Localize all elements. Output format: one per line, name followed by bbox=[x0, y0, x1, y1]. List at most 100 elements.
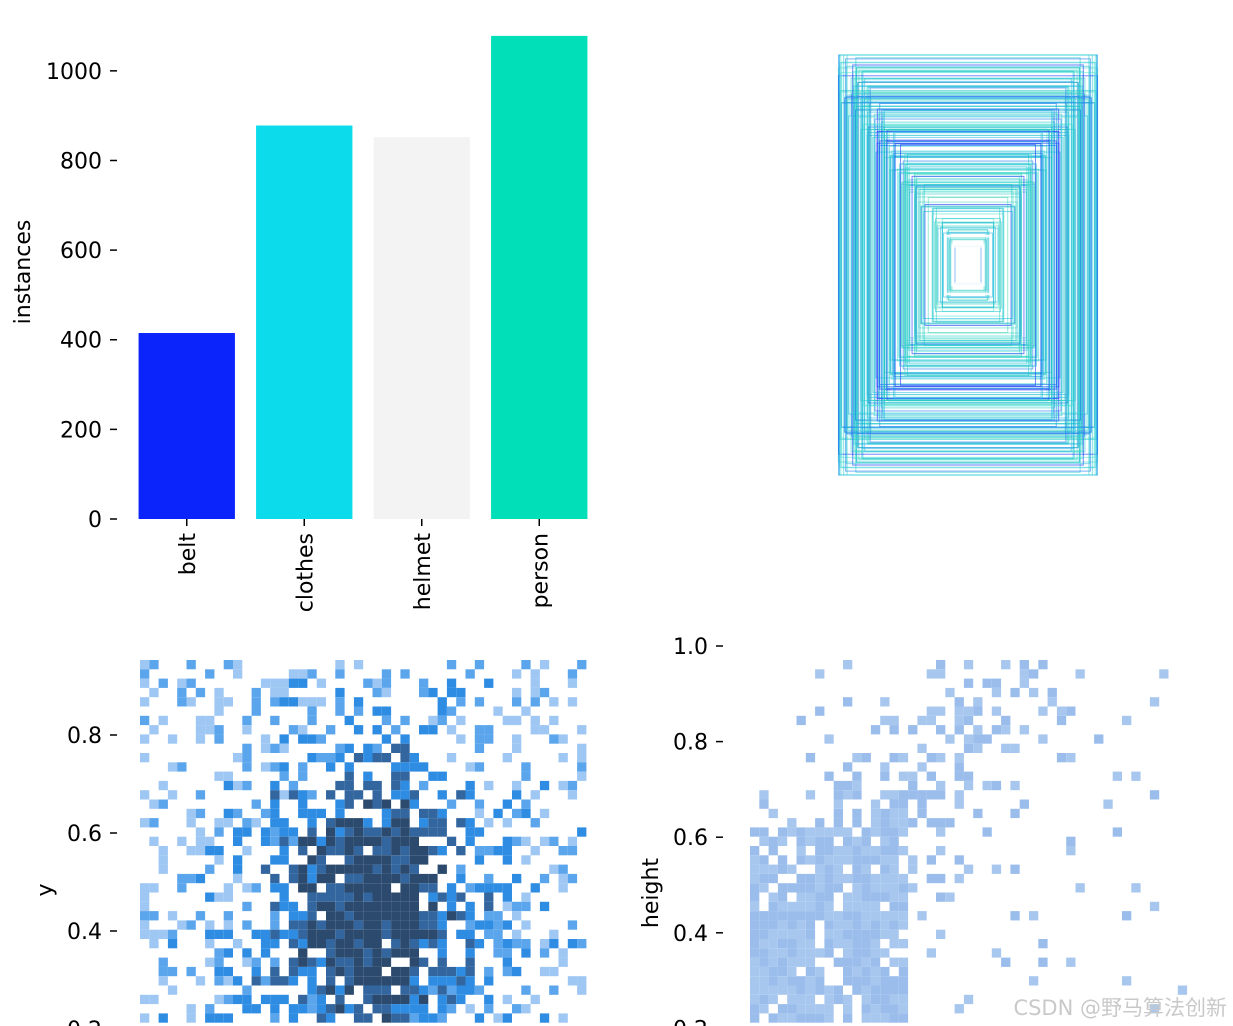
heat-cell bbox=[963, 743, 974, 753]
box-outline bbox=[886, 130, 1050, 400]
heat-cell bbox=[833, 911, 843, 921]
y-axis-label: height bbox=[639, 858, 664, 928]
heat-cell bbox=[205, 1004, 215, 1014]
heat-cell bbox=[833, 985, 843, 995]
heat-cell bbox=[539, 873, 550, 884]
box-outline bbox=[923, 211, 1013, 319]
heat-cell bbox=[889, 808, 899, 819]
heat-cell bbox=[852, 966, 862, 977]
heat-cell bbox=[549, 836, 559, 846]
heat-cell bbox=[353, 818, 364, 828]
heat-cell bbox=[372, 790, 382, 800]
box-outline bbox=[916, 181, 1020, 349]
heat-cell bbox=[326, 948, 336, 958]
heat-cell bbox=[363, 966, 373, 977]
heat-cell bbox=[1131, 883, 1141, 893]
heat-cell bbox=[521, 1004, 531, 1014]
heat-cell bbox=[787, 920, 797, 930]
heat-cell bbox=[926, 873, 936, 884]
heat-cell bbox=[936, 846, 946, 856]
heat-cell bbox=[1122, 976, 1132, 986]
heat-cell bbox=[824, 948, 834, 958]
heat-cell bbox=[530, 697, 540, 707]
box-outline bbox=[914, 174, 1022, 356]
heat-cell bbox=[852, 939, 862, 949]
heat-cell bbox=[270, 799, 280, 809]
heat-cell bbox=[898, 818, 909, 828]
heat-cell bbox=[409, 901, 419, 912]
heat-cell bbox=[768, 976, 778, 986]
heat-cell bbox=[512, 939, 522, 949]
heat-cell bbox=[567, 790, 578, 800]
heat-cell bbox=[353, 976, 364, 986]
heat-cell bbox=[796, 836, 806, 846]
heat-cell bbox=[493, 1013, 503, 1023]
heat-cell bbox=[288, 669, 299, 679]
box-outline bbox=[961, 256, 975, 274]
heat-cell bbox=[167, 939, 178, 949]
box-outline bbox=[892, 130, 1044, 400]
heat-cell bbox=[954, 715, 964, 726]
heat-cell bbox=[787, 911, 797, 921]
heat-cell bbox=[214, 976, 224, 986]
heat-cell bbox=[186, 818, 196, 828]
heat-cell bbox=[1010, 864, 1020, 874]
box-outline bbox=[872, 136, 1064, 394]
heat-cell bbox=[186, 697, 196, 707]
heat-cell bbox=[777, 855, 788, 865]
heat-cell bbox=[167, 790, 178, 800]
heat-cell bbox=[852, 836, 862, 846]
heat-cell bbox=[288, 790, 299, 800]
y-tick-label: 0 bbox=[88, 508, 102, 533]
heat-cell bbox=[549, 715, 559, 726]
heat-cell bbox=[409, 1004, 419, 1014]
heat-cell bbox=[1029, 669, 1039, 679]
heat-cell bbox=[768, 957, 778, 967]
heat-cell bbox=[419, 920, 429, 930]
heat-cell bbox=[400, 892, 410, 902]
heat-cell bbox=[186, 1004, 196, 1014]
heat-cell bbox=[140, 929, 150, 939]
heat-cell bbox=[307, 808, 317, 819]
heat-cell bbox=[446, 883, 457, 893]
y-axis-label: instances bbox=[11, 220, 36, 325]
heat-cell bbox=[363, 911, 373, 921]
heat-cell bbox=[936, 660, 946, 670]
heat-cell bbox=[456, 976, 466, 986]
heat-cell bbox=[777, 901, 788, 912]
heat-cell bbox=[982, 678, 992, 688]
heat-cell bbox=[428, 808, 438, 819]
heat-cell bbox=[833, 780, 843, 791]
heat-cell bbox=[363, 901, 373, 912]
heat-cell bbox=[391, 827, 401, 837]
heat-cell bbox=[493, 929, 503, 939]
heat-cell bbox=[372, 920, 382, 930]
heat-cell bbox=[484, 892, 494, 902]
heat-cell bbox=[363, 957, 373, 967]
heat-cell bbox=[861, 864, 871, 874]
heat-cell bbox=[982, 827, 992, 837]
heat-cell bbox=[260, 948, 271, 958]
heat-cell bbox=[1010, 808, 1020, 819]
heat-cell bbox=[298, 883, 308, 893]
heat-cell bbox=[437, 827, 447, 837]
heat-cell bbox=[456, 966, 466, 977]
x-tick-label-belt: belt bbox=[176, 533, 201, 576]
heat-cell bbox=[428, 892, 438, 902]
heat-cell bbox=[474, 985, 485, 995]
heat-cell bbox=[493, 706, 503, 716]
heat-cell bbox=[777, 1013, 788, 1023]
heat-cell bbox=[307, 994, 317, 1005]
heat-cell bbox=[880, 697, 890, 707]
heat-cell bbox=[852, 864, 862, 874]
heat-cell bbox=[512, 734, 522, 744]
heat-cell bbox=[815, 827, 825, 837]
box-outline bbox=[886, 141, 1050, 389]
heat-cell bbox=[400, 948, 410, 958]
heat-cell bbox=[428, 976, 438, 986]
heat-cell bbox=[316, 939, 326, 949]
heat-cell bbox=[502, 818, 512, 828]
heat-cell bbox=[861, 948, 871, 958]
heat-cell bbox=[954, 753, 964, 763]
heat-cell bbox=[400, 966, 410, 977]
